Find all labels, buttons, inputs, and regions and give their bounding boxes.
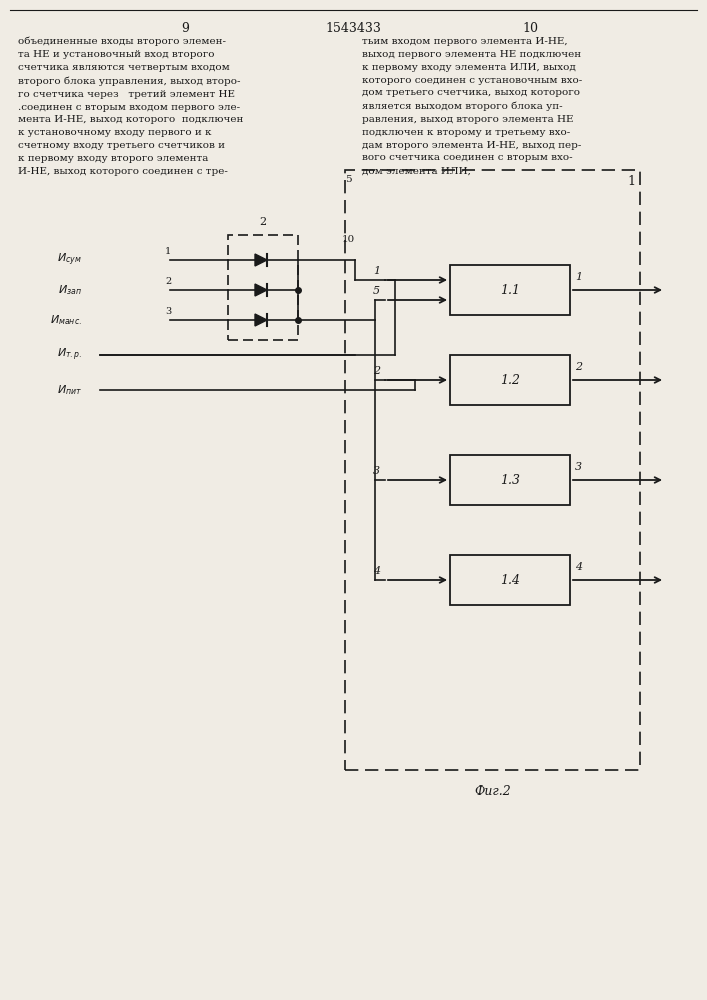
Text: 1.4: 1.4 [500, 574, 520, 586]
Polygon shape [255, 284, 267, 296]
Text: 3: 3 [575, 462, 582, 472]
Text: 5: 5 [345, 176, 351, 184]
Text: $\mathit{И_{манс.}}$: $\mathit{И_{манс.}}$ [50, 313, 82, 327]
Text: $\mathit{И_{сум}}$: $\mathit{И_{сум}}$ [57, 252, 82, 268]
Text: 1: 1 [627, 175, 635, 188]
Text: 3: 3 [373, 466, 380, 476]
Text: 1: 1 [575, 272, 582, 282]
Text: 1543433: 1543433 [325, 22, 381, 35]
Text: 1.1: 1.1 [500, 284, 520, 296]
Text: $\mathit{И_{пит}}$: $\mathit{И_{пит}}$ [57, 383, 82, 397]
Text: 1: 1 [165, 247, 171, 256]
Text: 1: 1 [373, 266, 380, 276]
Polygon shape [255, 314, 267, 326]
Text: 10: 10 [341, 235, 355, 244]
Text: 2: 2 [575, 362, 582, 372]
Polygon shape [255, 254, 267, 266]
Text: $\mathit{И_{т.р.}}$: $\mathit{И_{т.р.}}$ [57, 347, 82, 363]
Text: 4: 4 [373, 566, 380, 576]
Text: 5: 5 [373, 286, 380, 296]
Text: 2: 2 [373, 366, 380, 376]
Text: 10: 10 [522, 22, 538, 35]
Text: $\mathit{И_{зап}}$: $\mathit{И_{зап}}$ [58, 283, 82, 297]
Text: Фиг.2: Фиг.2 [474, 785, 511, 798]
Text: тьим входом первого элемента И-НЕ,
выход первого элемента НЕ подключен
к первому: тьим входом первого элемента И-НЕ, выход… [362, 37, 583, 175]
Text: 1.3: 1.3 [500, 474, 520, 487]
Text: 4: 4 [575, 562, 582, 572]
Text: 2: 2 [259, 217, 267, 227]
Text: 9: 9 [181, 22, 189, 35]
Text: 3: 3 [165, 307, 171, 316]
Text: 2: 2 [165, 277, 171, 286]
Text: объединенные входы второго элемен-
та НЕ и установочный вход второго
счетчика яв: объединенные входы второго элемен- та НЕ… [18, 37, 243, 176]
Text: 1.2: 1.2 [500, 373, 520, 386]
